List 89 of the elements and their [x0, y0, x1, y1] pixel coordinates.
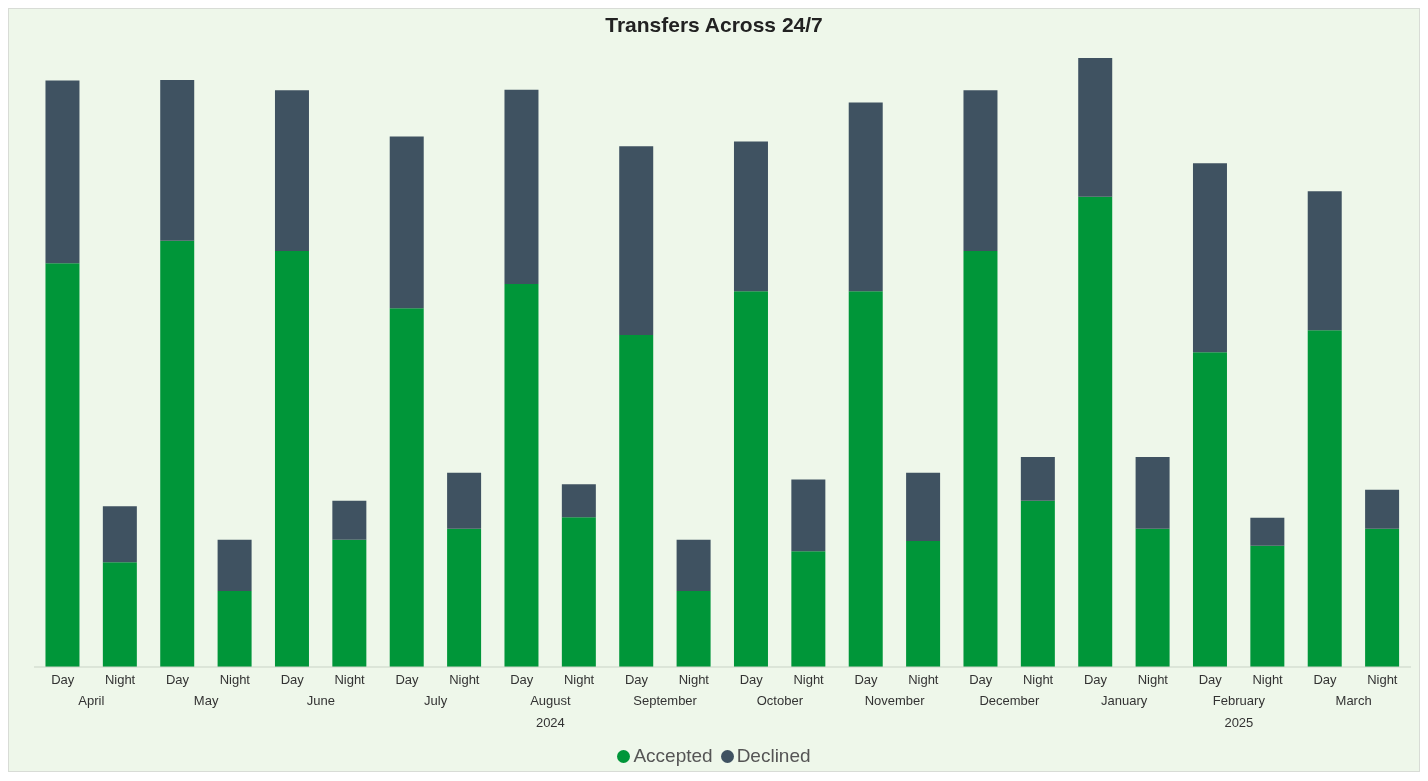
x-tick-label: Day	[1198, 672, 1223, 688]
bar	[217, 539, 252, 591]
bar	[1078, 58, 1113, 197]
x-tick-label: Day	[854, 672, 878, 688]
bar	[274, 251, 309, 667]
bar	[1307, 330, 1342, 667]
bar	[1135, 456, 1170, 529]
legend-label: Accepted	[633, 745, 713, 767]
bar	[1192, 163, 1227, 353]
bar	[1135, 528, 1170, 667]
text: September	[633, 693, 698, 708]
bar	[447, 528, 482, 667]
bar	[733, 141, 768, 292]
bar	[676, 539, 711, 591]
bar	[848, 291, 883, 667]
text: May	[193, 693, 219, 708]
bar	[389, 136, 424, 309]
text: January	[1101, 693, 1148, 708]
bar	[676, 590, 711, 667]
x-tick-label: Day	[969, 672, 993, 688]
bar	[45, 263, 80, 667]
legend-label: Declined	[736, 745, 811, 767]
x-tick-label: Night	[1367, 672, 1398, 688]
text: October	[756, 693, 804, 708]
x-tick-label: Night	[1137, 672, 1169, 688]
bar	[447, 472, 482, 529]
x-tick-label: Day	[739, 672, 764, 688]
bar	[906, 472, 941, 541]
bar	[561, 484, 596, 518]
bar	[848, 102, 883, 292]
bar	[45, 80, 80, 264]
x-tick-label: Day	[395, 672, 419, 688]
bar	[906, 540, 941, 667]
bar	[1250, 517, 1285, 546]
text: August	[530, 693, 571, 708]
text: June	[306, 693, 335, 708]
bar	[332, 539, 367, 667]
text: March	[1335, 693, 1372, 708]
bar	[733, 291, 768, 667]
x-tick-label: Day	[510, 672, 534, 688]
bar	[274, 90, 309, 252]
bar	[1020, 456, 1055, 501]
bar	[102, 506, 137, 563]
bar	[1020, 500, 1055, 667]
bar	[217, 590, 252, 667]
text: 2024	[535, 715, 565, 730]
bar	[332, 500, 367, 540]
bar	[963, 251, 998, 667]
bar	[791, 551, 826, 667]
x-tick-label: Day	[624, 672, 649, 688]
x-tick-label: Day	[165, 672, 190, 688]
bar	[1307, 191, 1342, 331]
bar	[1365, 489, 1400, 529]
x-tick-label: Night	[334, 672, 366, 688]
bar	[619, 335, 654, 667]
x-tick-label: Day	[1313, 672, 1337, 688]
text: April	[78, 693, 105, 708]
x-tick-label: Night	[793, 672, 825, 688]
x-tick-label: Night	[678, 672, 710, 688]
bar	[619, 146, 654, 336]
bar	[504, 283, 539, 667]
text: December	[979, 693, 1041, 708]
text: February	[1212, 693, 1266, 708]
bar	[160, 79, 195, 241]
x-tick-label: Night	[104, 672, 136, 688]
x-tick-label: Night	[219, 672, 251, 688]
text: November	[864, 693, 926, 708]
bar	[389, 308, 424, 667]
x-tick-label: Day	[51, 672, 75, 688]
x-tick-label: Day	[1083, 672, 1108, 688]
bar	[1192, 352, 1227, 667]
bar	[160, 240, 195, 667]
bar	[963, 90, 998, 252]
x-tick-label: Night	[1022, 672, 1054, 688]
bar	[1365, 528, 1400, 667]
bar	[102, 562, 137, 667]
chart-title: Transfers Across 24/7	[604, 12, 824, 38]
bar	[1078, 196, 1113, 667]
text: July	[424, 693, 448, 708]
bar	[561, 517, 596, 667]
x-tick-label: Night	[563, 672, 595, 688]
bar	[791, 479, 826, 552]
text: 2025	[1224, 715, 1254, 730]
x-tick-label: Night	[449, 672, 480, 688]
x-tick-label: Day	[280, 672, 305, 688]
bar	[1250, 545, 1285, 667]
x-tick-label: Night	[1252, 672, 1284, 688]
x-tick-label: Night	[908, 672, 939, 688]
bar	[504, 89, 539, 284]
